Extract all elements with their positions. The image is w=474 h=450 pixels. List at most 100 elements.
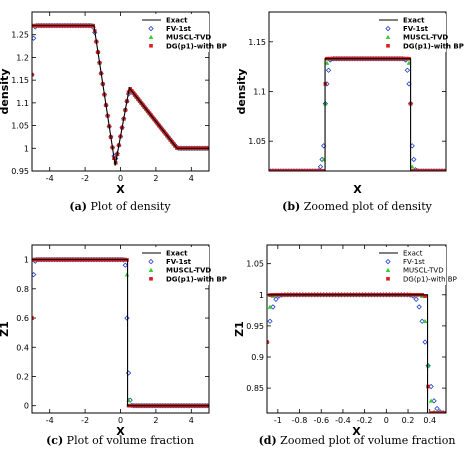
data-point [324,60,330,65]
x-tick-label: 0 [118,416,123,425]
series-muscl-tvd [267,292,446,413]
plot-area [267,292,446,413]
x-tick-label: -0.2 [357,416,373,425]
legend-label: DG(p1)-with BP [403,42,464,50]
legend-label: Exact [403,17,425,25]
y-tick-label: 1 [24,256,29,265]
data-point [124,315,130,321]
y-tick-label: 1 [259,291,264,300]
data-point [422,318,428,324]
legend-label: FV-1st [166,258,192,266]
data-point [406,60,412,65]
legend-label: DG(p1)-with BP [166,275,227,283]
x-axis-label: X [116,183,125,196]
plot-frame [266,244,447,414]
legend-label: MUSCL-TVD [166,34,211,42]
y-tick-label: 0.4 [16,343,29,352]
x-tick-label: -0.6 [313,416,329,425]
caption-text: Zoomed plot of density [300,200,432,213]
x-tick-label: 2 [153,416,158,425]
legend-label: Exact [166,17,188,25]
data-point [434,405,440,412]
legend-marker [385,258,391,265]
series-fv-1st [269,56,446,171]
legend-label: Exact [403,250,423,258]
y-tick-label: 1.15 [248,38,266,47]
data-point [267,304,273,309]
data-point [437,409,443,413]
series-line-exact [32,259,209,407]
y-tick-label: 1 [24,144,29,153]
legend-marker [385,25,391,32]
caption-tag: (b) [282,200,300,213]
legend-label: Exact [166,250,188,258]
data-point [273,296,279,302]
caption: (a) Plot of density [69,200,171,213]
data-point [411,156,417,163]
x-tick-label: -0.4 [335,416,351,425]
series-line-exact [32,25,209,166]
plot-frame [31,244,210,414]
legend-marker [148,25,154,32]
x-tick-label: -2 [81,416,89,425]
y-tick-label: 0.9 [251,353,264,362]
caption: (c) Plot of volume fraction [46,434,194,447]
y-tick-label: 0.6 [16,314,29,323]
series-dg-p1-with-bp [267,292,446,413]
x-tick-label: 0 [118,174,123,183]
y-axis-label: Z1 [233,321,246,337]
x-tick-label: -1 [274,416,282,425]
data-point [317,164,324,170]
x-tick-label: -4 [46,174,54,183]
data-point [32,72,34,77]
series-line-exact [324,58,412,171]
series-fv-1st [267,292,446,413]
x-tick-label: 4 [189,174,194,183]
y-tick-label: 1.2 [16,53,29,62]
y-tick-label: 1.1 [253,88,266,97]
legend-marker [148,34,154,39]
y-tick-label: 0.8 [16,285,29,294]
plot-area [32,256,209,409]
x-axis-label: X [116,425,125,438]
data-point [270,304,276,310]
caption: (b) Zoomed plot of density [282,200,432,213]
legend-marker [149,277,153,281]
plot-frame [31,11,210,172]
chart-panel-3: -4 -2 0 2 4 0 0.2 0.4 0.6 0.8 1 X Z1 ExactFV-1stMUSCL… [0,244,227,447]
legend-label: FV-1st [403,258,425,266]
y-tick-label: 0.95 [246,322,264,331]
caption-tag: (d) [259,434,277,447]
y-axis-label: Z1 [0,321,11,337]
y-tick-label: 0.95 [11,167,29,176]
data-point [422,339,428,345]
legend-label: DG(p1)-with BP [166,42,227,50]
legend-marker [148,258,154,265]
y-axis-label: density [235,69,248,115]
x-tick-label: 0.4 [423,416,436,425]
series-dg-p1-with-bp [269,56,446,171]
y-tick-label: 0.2 [16,372,29,381]
plot-frame [268,11,447,172]
y-axis-label: density [0,69,11,115]
y-tick-label: 0 [24,402,29,411]
legend-label: MUSCL-TVD [403,267,444,275]
x-tick-label: -0.8 [292,416,308,425]
caption-tag: (c) [46,434,63,447]
data-point [431,398,437,404]
data-point [404,67,411,73]
data-point [416,304,422,310]
legend-marker [385,267,391,272]
y-tick-label: 1.05 [11,122,29,131]
x-tick-label: 0 [384,416,389,425]
legend-label: DG(p1)-with BP [403,275,457,283]
y-tick-label: 1.1 [16,99,29,108]
y-tick-label: 1.25 [11,31,29,40]
x-tick-label: 2 [153,174,158,183]
data-point [409,164,415,169]
